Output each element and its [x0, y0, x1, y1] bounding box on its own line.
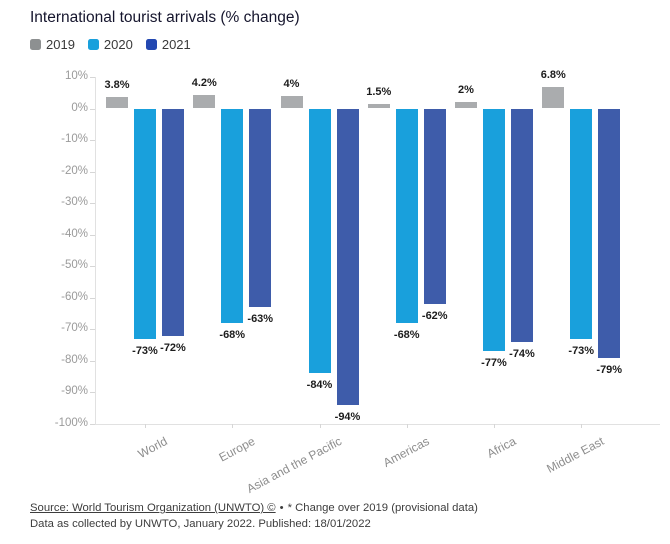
chart-title: International tourist arrivals (% change… [30, 9, 300, 26]
bar-2020-africa[interactable] [483, 108, 505, 352]
y-tick-mark [90, 392, 95, 394]
value-label-2019-europe: 4.2% [191, 77, 217, 90]
y-tick-mark [90, 234, 95, 236]
source-link[interactable]: Source: World Tourism Organization (UNWT… [30, 502, 276, 514]
bar-2021-world[interactable] [162, 108, 184, 336]
value-label-2021-middle-east: -79% [596, 363, 623, 376]
bar-2019-world[interactable] [106, 96, 128, 109]
x-axis-label-asia-and-the-pacific: Asia and the Pacific [244, 434, 345, 496]
y-tick-label--50-: -50% [61, 259, 88, 272]
value-label-2020-africa: -77% [481, 357, 507, 370]
y-tick-label--20-: -20% [61, 164, 88, 177]
legend-label-2021: 2021 [161, 37, 191, 52]
bar-2019-middle-east[interactable] [542, 87, 565, 109]
value-label-2019-middle-east: 6.8% [540, 69, 566, 82]
bar-2019-europe[interactable] [193, 95, 216, 109]
y-tick-label-0-: 0% [71, 101, 88, 114]
x-tick-mark [145, 424, 146, 428]
value-label-2020-world: -73% [132, 344, 158, 357]
x-axis-label-europe: Europe [216, 434, 257, 465]
y-tick-mark [90, 108, 95, 110]
x-axis-label-world: World [135, 434, 170, 461]
y-tick-mark [90, 140, 95, 142]
legend-label-2020: 2020 [103, 37, 133, 52]
y-tick-label--80-: -80% [61, 353, 88, 366]
bar-2020-middle-east[interactable] [570, 108, 593, 339]
bar-2019-africa[interactable] [455, 102, 477, 109]
x-axis-line [95, 424, 660, 425]
y-tick-mark [90, 171, 95, 173]
y-tick-label--30-: -30% [61, 196, 88, 209]
bar-2021-asia-and-the-pacific[interactable] [336, 108, 359, 406]
y-axis-line [95, 77, 96, 424]
y-tick-mark [90, 424, 95, 425]
legend-swatch-2020 [87, 39, 99, 50]
bar-2019-americas[interactable] [367, 103, 390, 109]
y-tick-mark [90, 266, 95, 268]
x-tick-mark [406, 424, 408, 428]
footer-line-2: Data as collected by UNWTO, January 2022… [30, 518, 371, 530]
x-tick-mark [319, 424, 321, 428]
footer-note: * Change over 2019 (provisional data) [287, 502, 478, 514]
legend: 2019 2020 2021 [30, 37, 191, 52]
y-tick-mark [90, 77, 95, 78]
value-label-2021-africa: -74% [509, 347, 535, 360]
value-label-2021-americas: -62% [421, 310, 448, 323]
legend-item-2019[interactable]: 2019 [30, 37, 75, 52]
y-tick-label--40-: -40% [61, 227, 88, 240]
x-tick-mark [494, 424, 495, 428]
y-tick-label--70-: -70% [61, 322, 88, 335]
value-label-2019-americas: 1.5% [366, 85, 392, 98]
footer-line-1: Source: World Tourism Organization (UNWT… [30, 500, 478, 516]
x-tick-mark [581, 424, 583, 428]
y-tick-mark [90, 329, 95, 331]
y-tick-label--10-: -10% [61, 133, 88, 146]
value-label-2021-europe: -63% [247, 313, 274, 326]
legend-item-2020[interactable]: 2020 [87, 37, 133, 52]
legend-item-2021[interactable]: 2021 [145, 37, 191, 52]
legend-label-2019: 2019 [46, 37, 75, 52]
legend-swatch-2021 [145, 39, 157, 50]
y-tick-label--90-: -90% [61, 385, 88, 398]
value-label-2021-world: -72% [160, 341, 186, 354]
legend-swatch-2019 [30, 39, 41, 50]
y-tick-mark [90, 297, 95, 299]
bar-2020-asia-and-the-pacific[interactable] [308, 108, 331, 374]
value-label-2019-asia-and-the-pacific: 4% [283, 77, 300, 90]
bar-2020-americas[interactable] [395, 108, 418, 323]
x-axis-label-africa: Africa [484, 434, 519, 461]
y-tick-label-10-: 10% [64, 70, 88, 82]
bar-2021-americas[interactable] [423, 108, 446, 305]
value-label-2020-asia-and-the-pacific: -84% [306, 379, 333, 392]
value-label-2020-americas: -68% [393, 329, 420, 341]
bar-2019-asia-and-the-pacific[interactable] [280, 95, 303, 109]
bar-2021-europe[interactable] [249, 108, 272, 308]
value-label-2020-europe: -68% [219, 329, 246, 341]
x-axis-label-americas: Americas [380, 434, 432, 470]
y-tick-label--60-: -60% [61, 290, 88, 303]
bar-2020-world[interactable] [134, 108, 156, 339]
y-tick-label--100-: -100% [54, 417, 88, 429]
value-label-2019-world: 3.8% [104, 78, 130, 91]
bar-2021-middle-east[interactable] [598, 108, 621, 358]
x-axis-label-middle-east: Middle East [543, 434, 606, 476]
value-label-2020-middle-east: -73% [568, 344, 595, 357]
footer-separator: • [279, 502, 284, 514]
chart-footer: Source: World Tourism Organization (UNWT… [30, 500, 478, 532]
x-tick-mark [232, 424, 234, 428]
bar-2021-africa[interactable] [511, 108, 533, 342]
value-label-2021-asia-and-the-pacific: -94% [334, 411, 361, 424]
y-tick-mark [90, 203, 95, 205]
y-tick-mark [90, 360, 95, 362]
value-label-2019-africa: 2% [458, 84, 474, 97]
bar-2020-europe[interactable] [221, 108, 244, 323]
